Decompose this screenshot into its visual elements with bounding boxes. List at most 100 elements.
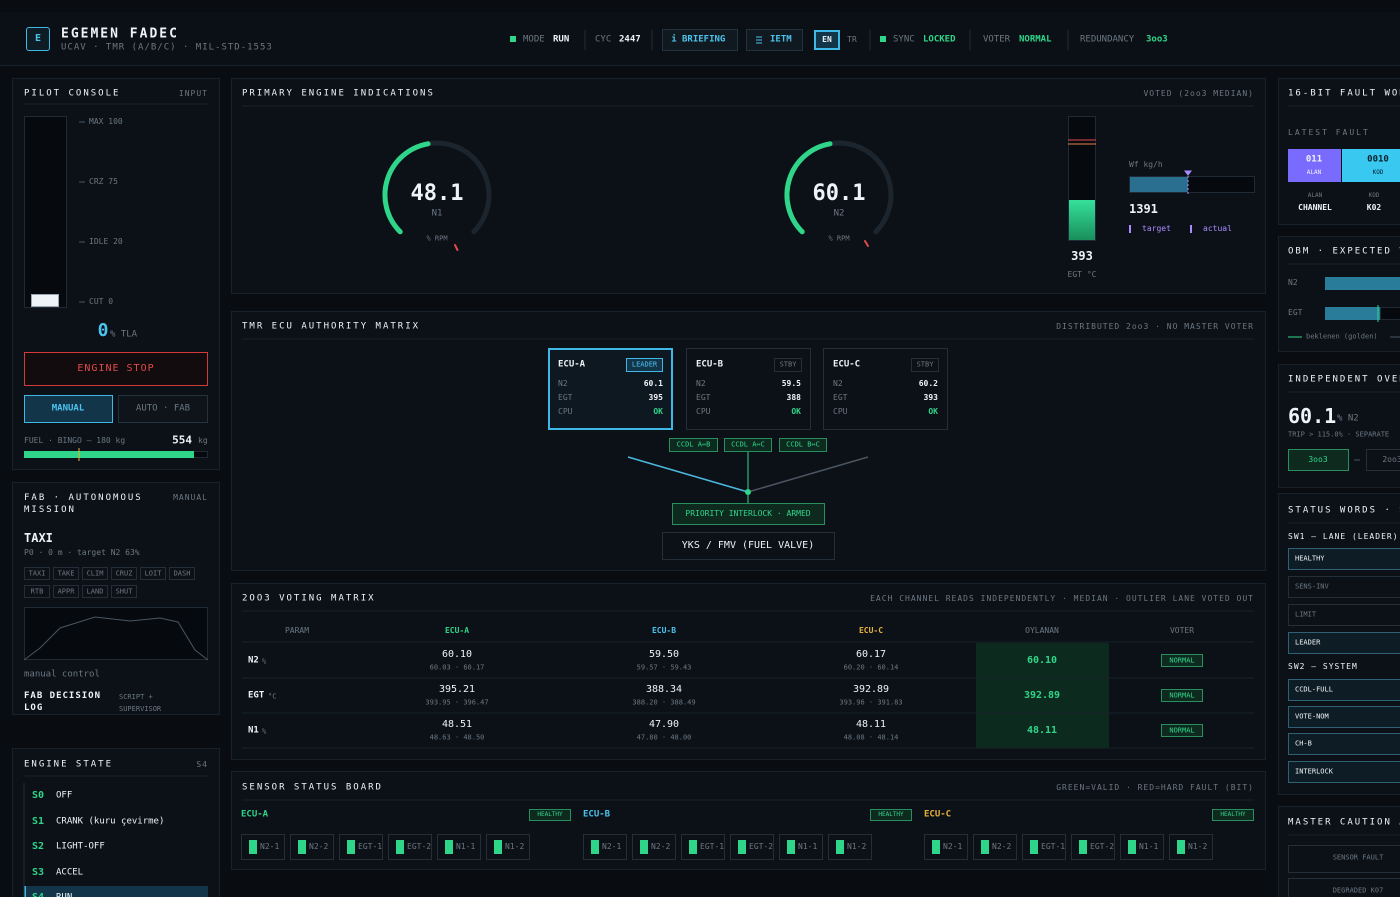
phase-chip[interactable] (169, 567, 195, 580)
panel-tag: INPUT (178, 89, 208, 98)
lang-tr[interactable]: TR (847, 35, 857, 44)
ecu-row-label: CPU (696, 407, 711, 416)
sensor-group-name: ECU-A (241, 809, 269, 820)
phase-label[interactable]: CLIM (86, 569, 104, 578)
sensor-label: EGT-1 (700, 842, 725, 851)
wf-legend-actual: actual (1203, 224, 1232, 233)
ecu-row-value: OK (791, 407, 801, 416)
sensor-valid (591, 840, 599, 854)
logo: E (34, 33, 42, 44)
egt-value: 393 (1071, 249, 1093, 263)
phase-label[interactable]: APPR (57, 587, 75, 596)
auto-fab-label[interactable]: AUTO · FAB (135, 403, 191, 414)
mode-3oo3-button[interactable] (1288, 449, 1349, 471)
app-subtitle: UCAV · TMR (A/B/C) · MIL-STD-1553 (61, 42, 273, 53)
ietm-label[interactable]: IETM (770, 34, 792, 45)
wf-fill (1130, 177, 1188, 192)
sensor-label: EGT-1 (1041, 842, 1066, 851)
ecu-role: LEADER (631, 360, 658, 369)
engine-stop-button[interactable] (24, 352, 208, 386)
status-bit-label: VOTE-NOM (1295, 712, 1329, 721)
caution-label: DEGRADED K07 (1332, 886, 1384, 895)
active-state (24, 886, 208, 897)
phase-chip[interactable] (111, 567, 137, 580)
mode-2oo3-button[interactable] (1366, 449, 1400, 471)
sensor-label: N2-1 (260, 842, 280, 851)
phase-label[interactable]: TAKE (57, 569, 75, 578)
health-chip (529, 809, 571, 821)
channel-range: 393.96 · 391.83 (839, 698, 903, 707)
fab-phase: TAXI (24, 531, 53, 545)
phase-chip[interactable] (82, 585, 108, 598)
phase-chip[interactable] (24, 585, 50, 598)
status-bit (1288, 679, 1400, 701)
phase-label[interactable]: LAND (86, 587, 104, 596)
phase-chip[interactable] (111, 585, 137, 598)
manual-label[interactable]: MANUAL (51, 403, 85, 414)
ecu-row-value: 60.1 (643, 379, 663, 388)
sync-value: LOCKED (923, 34, 956, 45)
sensor-chip (1071, 834, 1115, 860)
mode-3oo3[interactable]: 3oo3 (1308, 455, 1328, 464)
panel-title: 2OO3 VOTING MATRIX (242, 593, 376, 604)
state-code: S3 (32, 866, 45, 878)
sensor-group-status: HEALTHY (878, 811, 904, 818)
phase-label[interactable]: DASH (173, 569, 191, 578)
column-header: PARAM (284, 626, 310, 635)
phase-chip[interactable] (53, 585, 79, 598)
sensor-valid (1128, 840, 1136, 854)
voted-column (976, 643, 1109, 748)
ecu-row-value: 60.2 (918, 379, 938, 388)
panel-tag: EACH CHANNEL READS INDEPENDENTLY · MEDIA… (870, 594, 1254, 603)
phase-chip[interactable] (24, 567, 50, 580)
phase-label[interactable]: LOIT (144, 569, 162, 578)
phase-label[interactable]: SHUT (115, 587, 133, 596)
ccdl-chip (669, 438, 718, 452)
auto-fab-button[interactable] (118, 395, 208, 423)
sync-indicator (880, 36, 886, 42)
fuel-unit: kg (198, 436, 208, 445)
briefing-button[interactable] (662, 29, 738, 51)
panel-tag: VOTED (2oo3 MEDIAN) (1143, 89, 1254, 98)
voter-status: NORMAL (1169, 726, 1195, 735)
interlock-box (672, 503, 825, 525)
panel-tag: DISTRIBUTED 2oo3 · NO MASTER VOTER (1056, 322, 1254, 331)
sensor-valid (932, 840, 940, 854)
sensor-label: EGT-2 (407, 842, 432, 851)
sensor-chip (486, 834, 530, 860)
briefing-icon[interactable]: i (671, 34, 677, 45)
status-bit (1288, 632, 1400, 654)
status-bit (1288, 733, 1400, 755)
ecu-name: ECU-B (696, 359, 724, 370)
lang-en-button[interactable] (814, 30, 840, 50)
phase-label[interactable]: CRUZ (115, 569, 133, 578)
wf-legend-target: target (1142, 224, 1171, 233)
phase-chip[interactable] (53, 567, 79, 580)
state-name: CRANK (kuru çevirme) (56, 816, 165, 826)
channel-value: 48.51 (441, 719, 473, 730)
ietm-button[interactable] (746, 29, 803, 51)
briefing-label[interactable]: BRIEFING (682, 34, 726, 45)
throttle-handle[interactable] (31, 294, 59, 307)
status-bit-label: LEADER (1295, 638, 1321, 647)
engine-stop-label[interactable]: ENGINE STOP (77, 363, 155, 374)
sensor-label: N2-1 (943, 842, 963, 851)
channel-range: 388.20 · 388.49 (632, 698, 696, 707)
sensor-chip (1022, 834, 1066, 860)
phase-label[interactable]: RTB (30, 587, 44, 596)
logo-box (26, 27, 50, 51)
state-code: S4 (32, 893, 44, 897)
fab-panel (12, 482, 220, 715)
obm-bar (1325, 307, 1380, 320)
overspeed-value: 60.1 (1288, 404, 1337, 428)
phase-chip[interactable] (82, 567, 108, 580)
manual-button[interactable] (24, 395, 113, 423)
phase-chip[interactable] (140, 567, 166, 580)
status-bit (1288, 604, 1400, 626)
redundancy-label: REDUNDANCY (1080, 34, 1135, 45)
fuel-value: 554 (172, 433, 192, 447)
phase-label[interactable]: TAXI (28, 569, 46, 578)
mode-2oo3[interactable]: 2oo3 (1382, 455, 1400, 464)
lang-en[interactable]: EN (822, 35, 832, 44)
throttle-scale-label: CUT 0 (89, 297, 114, 306)
